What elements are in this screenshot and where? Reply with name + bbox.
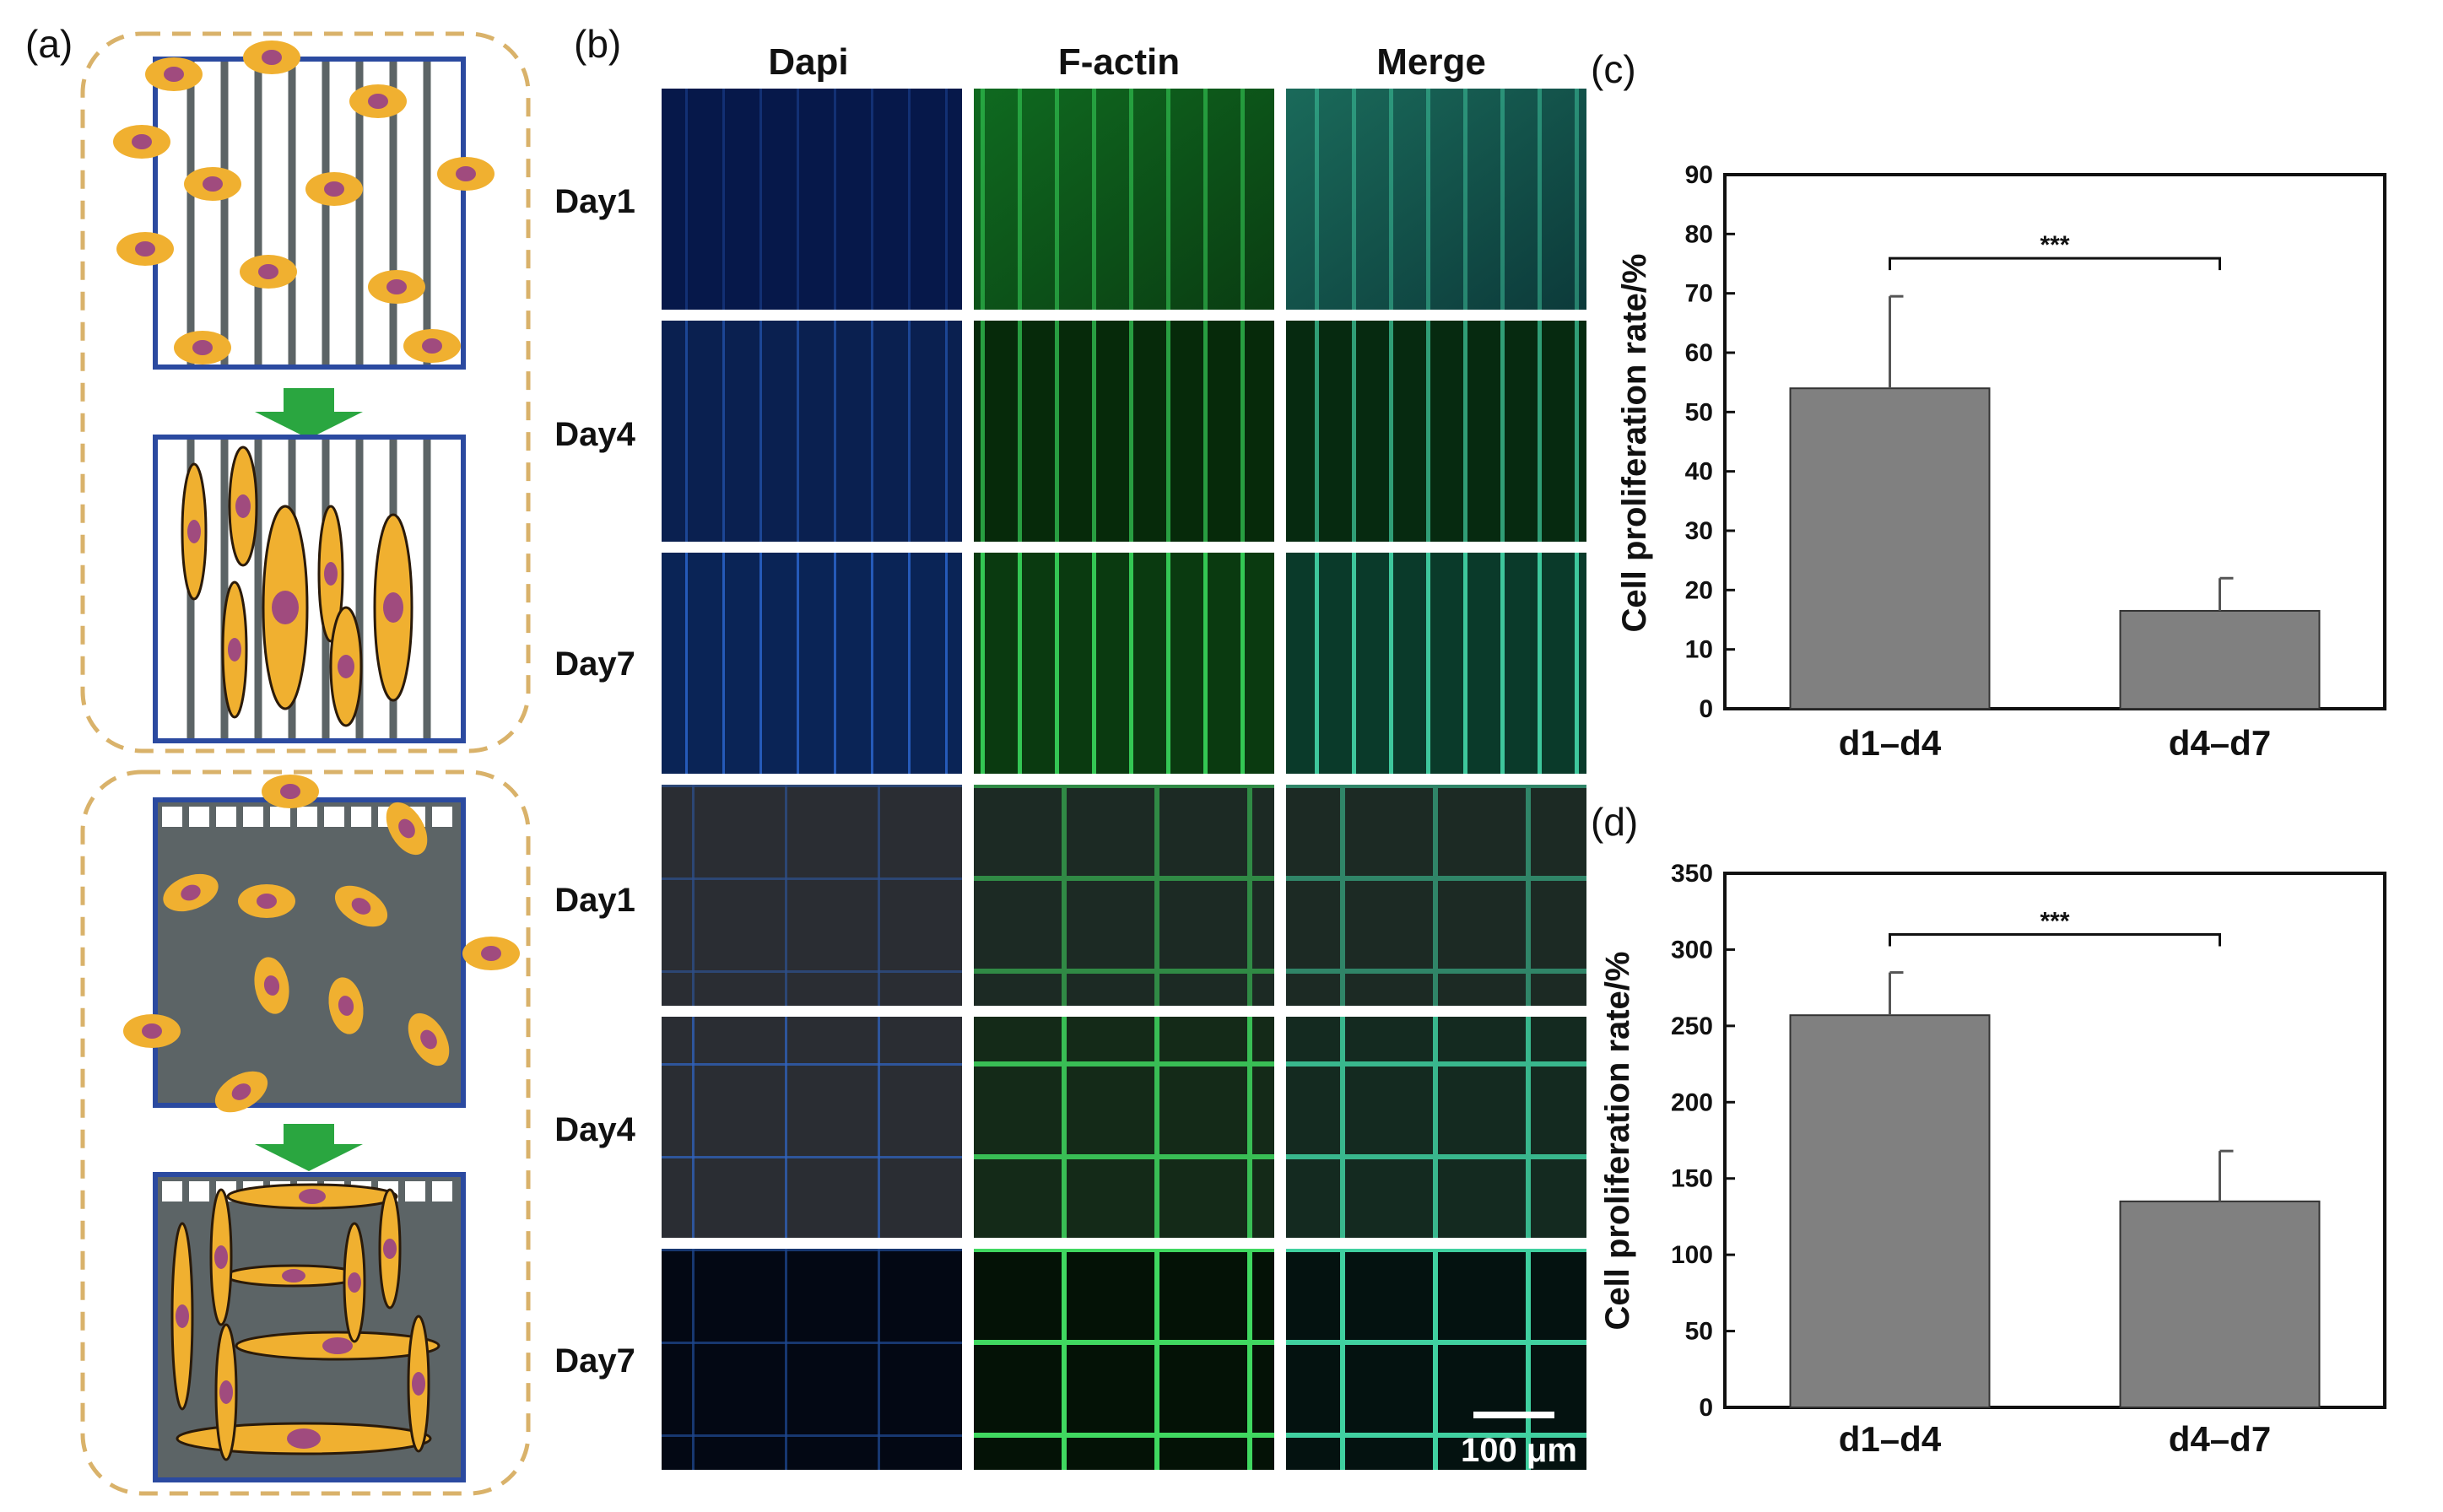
y-tick-label: 90 bbox=[1685, 161, 1713, 189]
column-header-dapi: Dapi bbox=[768, 41, 848, 83]
scaffold-schematic bbox=[80, 31, 531, 1496]
y-tick-label: 0 bbox=[1699, 695, 1713, 723]
plot-frame bbox=[1723, 173, 2386, 710]
seeded-cells-grid bbox=[123, 775, 520, 1113]
panel-a-label: (a) bbox=[25, 22, 73, 66]
seeded-cells-aligned bbox=[113, 40, 495, 364]
chart-c: 0 10 20 30 40 50 60 70 80 90 Cell proliferation ra… bbox=[1616, 161, 2386, 763]
row-label-day4: Day4 bbox=[554, 1111, 635, 1148]
y-axis-label: Cell proliferation rate/% bbox=[1616, 254, 1653, 633]
panel-b-label: (b) bbox=[574, 22, 621, 66]
chart-d: 0 50 100 150 200 250 300 350 Cell proliferation … bbox=[1599, 860, 2386, 1459]
row-label-day1: Day1 bbox=[554, 183, 635, 220]
y-tick-label: 200 bbox=[1671, 1088, 1713, 1116]
row-label-day7: Day7 bbox=[554, 645, 635, 683]
column-header-f-actin: F-actin bbox=[1058, 41, 1180, 83]
row-label-day7: Day7 bbox=[554, 1342, 635, 1380]
y-tick-label: 250 bbox=[1671, 1012, 1713, 1040]
y-tick-label: 100 bbox=[1671, 1241, 1713, 1269]
y-tick-label: 50 bbox=[1685, 398, 1713, 426]
y-tick-label: 30 bbox=[1685, 517, 1713, 545]
column-header-merge: Merge bbox=[1376, 41, 1486, 83]
aligned-group-dashed-box bbox=[80, 31, 531, 753]
grid-group-dashed-box bbox=[80, 770, 531, 1496]
row-label-day1: Day1 bbox=[554, 882, 635, 919]
y-tick-label: 80 bbox=[1685, 220, 1713, 248]
y-tick-label: 50 bbox=[1685, 1318, 1713, 1346]
y-tick-label: 60 bbox=[1685, 339, 1713, 367]
y-tick-label: 20 bbox=[1685, 576, 1713, 604]
plot-frame bbox=[1723, 872, 2386, 1409]
bar bbox=[1789, 1014, 1991, 1408]
micrograph-grid bbox=[662, 89, 1586, 1470]
significance-label: *** bbox=[2040, 231, 2069, 259]
panel-d-label: (d) bbox=[1591, 800, 1638, 844]
grid-fibers-seeded bbox=[162, 807, 452, 827]
y-tick-label: 350 bbox=[1671, 860, 1713, 888]
panel-c-label: (c) bbox=[1591, 47, 1636, 91]
scale-bar: 100 μm bbox=[1461, 1412, 1577, 1469]
arrow-icon bbox=[255, 1124, 363, 1171]
y-axis-label: Cell proliferation rate/% bbox=[1599, 952, 1636, 1331]
significance-label: *** bbox=[2040, 908, 2069, 936]
bar bbox=[2119, 1200, 2321, 1409]
y-tick-label: 300 bbox=[1671, 936, 1713, 964]
scale-bar-label: 100 μm bbox=[1461, 1432, 1577, 1469]
aligned-fibers bbox=[186, 62, 431, 364]
category-label: d4–d7 bbox=[2169, 1419, 2271, 1459]
category-label: d1–d4 bbox=[1839, 1419, 1942, 1459]
significance-bracket bbox=[1889, 256, 2221, 271]
bar bbox=[1789, 387, 1991, 710]
category-label: d4–d7 bbox=[2169, 723, 2271, 763]
row-label-day4: Day4 bbox=[554, 416, 635, 453]
significance-bracket bbox=[1889, 933, 2221, 947]
arrow-icon bbox=[255, 388, 363, 439]
y-tick-label: 40 bbox=[1685, 458, 1713, 486]
y-tick-label: 10 bbox=[1685, 636, 1713, 664]
y-tick-label: 70 bbox=[1685, 280, 1713, 308]
aligned-scaffold-seeded bbox=[153, 57, 466, 370]
y-tick-label: 150 bbox=[1671, 1165, 1713, 1193]
category-label: d1–d4 bbox=[1839, 723, 1942, 763]
bar bbox=[2119, 609, 2321, 710]
y-tick-label: 0 bbox=[1699, 1394, 1713, 1422]
